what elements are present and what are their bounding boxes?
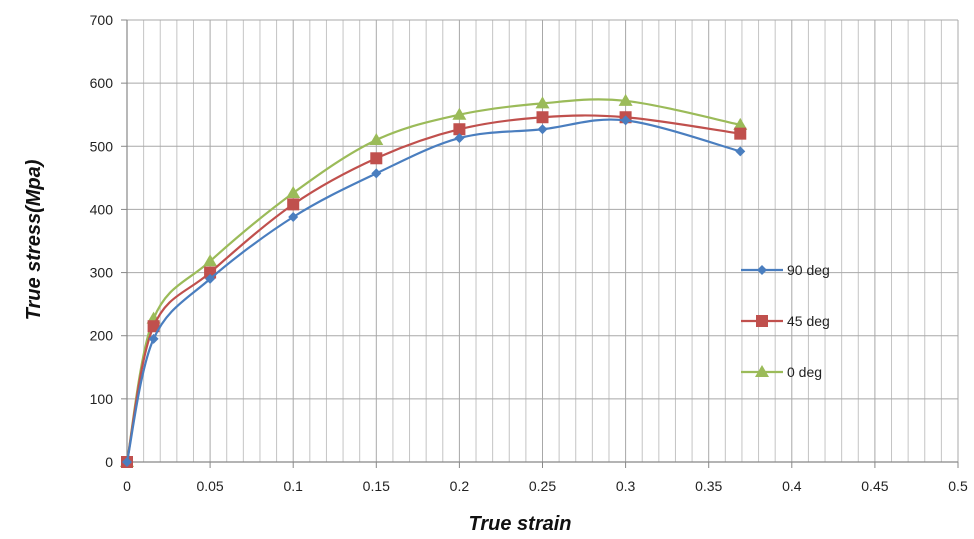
x-tick-label: 0.45 [861, 478, 888, 494]
y-tick-label: 600 [90, 75, 114, 91]
series-line-90-deg [125, 118, 741, 463]
data-point-0-deg [618, 93, 633, 106]
data-point-0-deg [535, 96, 550, 109]
legend-item-0-deg: 0 deg [741, 364, 822, 380]
y-tick-label: 200 [90, 328, 114, 344]
legend-label: 45 deg [787, 313, 830, 329]
series-0-deg [120, 93, 748, 467]
y-tick-label: 300 [90, 265, 114, 281]
data-point-45-deg [147, 320, 160, 333]
data-point-45-deg [287, 198, 300, 211]
x-tick-label: 0.2 [450, 478, 470, 494]
grid [126, 19, 959, 463]
x-tick-label: 0.15 [363, 478, 390, 494]
y-axis-title: True stress(Mpa) [23, 159, 45, 320]
legend-item-90-deg: 90 deg [741, 262, 830, 278]
x-tick-label: 0.5 [948, 478, 968, 494]
legend-marker [756, 315, 768, 327]
data-point-0-deg [369, 132, 384, 145]
data-point-90-deg [537, 124, 548, 135]
data-point-0-deg [203, 254, 218, 267]
x-tick-label: 0 [123, 478, 131, 494]
legend-marker [757, 265, 767, 275]
data-point-90-deg [454, 133, 465, 144]
data-point-90-deg [371, 168, 382, 179]
y-tick-label: 700 [90, 12, 114, 28]
y-tick-label: 100 [90, 391, 114, 407]
series-line-45-deg [125, 114, 741, 463]
series-layer [120, 93, 748, 468]
data-point-45-deg [370, 152, 383, 165]
data-point-90-deg [620, 115, 631, 126]
series-45-deg [121, 111, 747, 468]
data-point-0-deg [733, 117, 748, 130]
y-tick-label: 0 [105, 454, 113, 470]
legend-label: 90 deg [787, 262, 830, 278]
data-point-0-deg [452, 107, 467, 120]
axes [121, 19, 959, 468]
x-tick-label: 0.35 [695, 478, 722, 494]
data-point-90-deg [205, 273, 216, 284]
data-point-90-deg [122, 457, 132, 467]
data-point-45-deg [734, 127, 747, 140]
x-tick-label: 0.4 [782, 478, 802, 494]
data-point-45-deg [453, 123, 466, 136]
x-tick-label: 0.05 [196, 478, 223, 494]
x-tick-label: 0.3 [616, 478, 636, 494]
x-axis-title: True strain [469, 513, 572, 535]
y-tick-label: 500 [90, 138, 114, 154]
legend-marker [755, 365, 769, 377]
legend-label: 0 deg [787, 364, 822, 380]
data-point-90-deg [735, 146, 746, 157]
x-tick-label: 0.1 [283, 478, 303, 494]
series-90-deg [122, 115, 746, 467]
y-tick-label: 400 [90, 201, 114, 217]
series-line-0-deg [125, 98, 741, 463]
data-point-90-deg [148, 333, 159, 344]
data-point-45-deg [536, 111, 549, 124]
x-tick-label: 0.25 [529, 478, 556, 494]
data-point-0-deg [286, 186, 301, 199]
legend: 90 deg 45 deg 0 deg [741, 262, 830, 380]
legend-item-45-deg: 45 deg [741, 313, 830, 329]
tick-labels: 0 100 200 300 400 500 600 700 0 0.05 0.1 0.15 0.2 0.2… [90, 12, 968, 494]
data-point-90-deg [288, 212, 299, 223]
